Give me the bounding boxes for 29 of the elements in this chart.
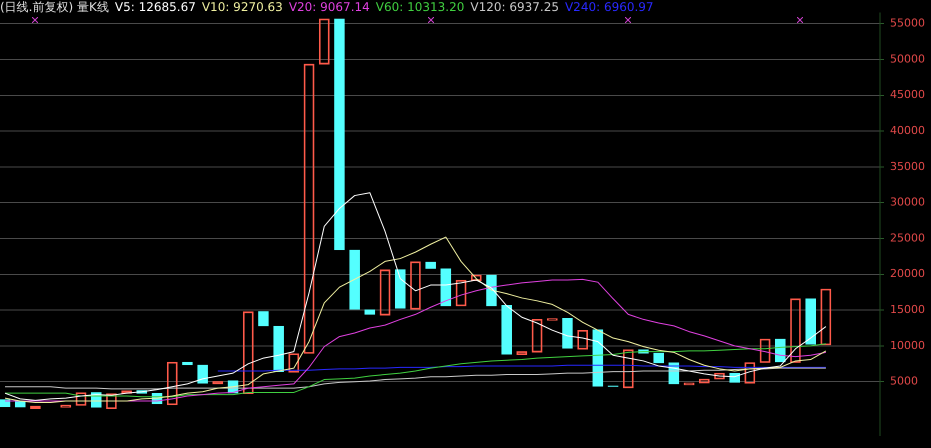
chart-title: (日线.前复权) 量K线 — [0, 0, 109, 14]
y-tick-label: 10000 — [890, 338, 925, 352]
y-tick-label: 25000 — [890, 231, 925, 244]
y-tick-label: 40000 — [890, 124, 925, 137]
text: V5: 12685.67 — [114, 0, 196, 14]
candlestick — [805, 298, 816, 345]
text: V20: 9067.14 — [288, 0, 370, 14]
candlestick — [501, 304, 512, 354]
y-tick-label: 55000 — [890, 16, 925, 30]
text: V60: 10313.20 — [376, 0, 464, 14]
y-tick-label: 45000 — [890, 88, 925, 102]
text: V10: 9270.63 — [202, 0, 283, 14]
y-tick-label: 30000 — [890, 196, 925, 209]
text: V240: 6960.97 — [564, 0, 654, 14]
candlestick — [394, 269, 406, 309]
candlestick — [562, 318, 573, 349]
text: V120: 6937.25 — [470, 0, 559, 14]
candlestick — [197, 364, 208, 384]
candlestick — [334, 18, 345, 250]
y-tick-label: 15000 — [890, 302, 925, 316]
candlestick — [440, 268, 452, 306]
candlestick — [486, 274, 497, 306]
y-tick-label: 50000 — [890, 52, 925, 66]
y-tick-label: 35000 — [890, 160, 925, 173]
y-tick-label: 20000 — [890, 267, 925, 280]
candlestick — [273, 326, 284, 372]
candlestick — [364, 309, 376, 315]
y-tick-label: 5000 — [890, 374, 918, 388]
candlestick — [349, 250, 360, 310]
